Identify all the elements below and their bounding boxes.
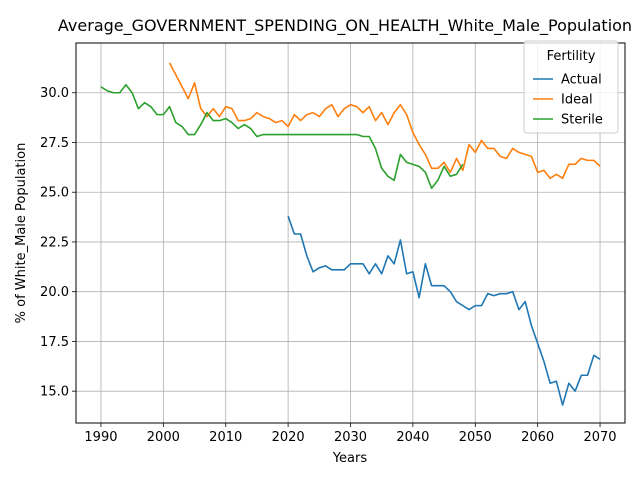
y-tick-label: 22.5 bbox=[40, 235, 69, 250]
y-axis-label: % of White_Male Population bbox=[14, 143, 29, 324]
x-tick-label: 2000 bbox=[147, 430, 180, 445]
x-tick-label: 2070 bbox=[583, 430, 616, 445]
series-lines bbox=[100, 62, 601, 406]
series-line-ideal bbox=[168, 62, 601, 180]
y-tick-label: 17.5 bbox=[40, 335, 69, 350]
legend-label-sterile: Sterile bbox=[561, 113, 603, 128]
y-tick-label: 30.0 bbox=[40, 86, 69, 101]
x-tick-label: 2050 bbox=[459, 430, 492, 445]
y-tick-label: 20.0 bbox=[40, 285, 69, 300]
legend-box bbox=[523, 40, 619, 134]
legend-entries: Actual Ideal Sterile bbox=[533, 73, 603, 128]
series-line-sterile bbox=[100, 83, 464, 190]
x-tick-label: 2060 bbox=[521, 430, 554, 445]
legend-title: Fertility bbox=[547, 49, 596, 64]
chart-title: Average_GOVERNMENT_SPENDING_ON_HEALTH_Wh… bbox=[58, 16, 632, 36]
x-tick-label: 2010 bbox=[209, 430, 242, 445]
y-tick-label: 25.0 bbox=[40, 186, 69, 201]
legend-label-actual: Actual bbox=[561, 73, 602, 88]
x-tick-label: 1990 bbox=[84, 430, 117, 445]
axis-ticks: 1990 2000 2010 2020 2030 2040 2050 2060 2070 15.0… bbox=[40, 86, 617, 445]
x-tick-label: 2040 bbox=[396, 430, 429, 445]
y-tick-label: 27.5 bbox=[40, 136, 69, 151]
legend: Fertility Actual Ideal Sterile bbox=[523, 40, 619, 134]
x-tick-label: 2020 bbox=[272, 430, 305, 445]
legend-label-ideal: Ideal bbox=[561, 93, 593, 108]
x-axis-label: Years bbox=[332, 451, 368, 466]
series-line-actual bbox=[287, 215, 601, 406]
y-tick-label: 15.0 bbox=[40, 385, 69, 400]
x-tick-label: 2030 bbox=[334, 430, 367, 445]
